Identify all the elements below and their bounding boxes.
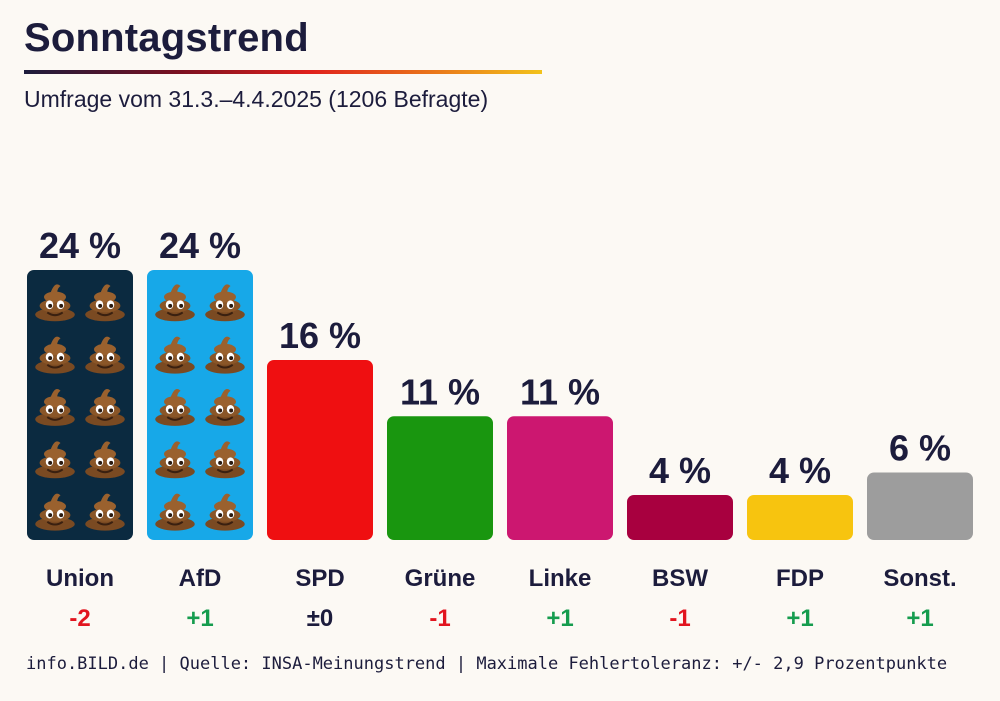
bar-group-fdp: 4 % FDP +1	[747, 450, 853, 632]
category-label-linke: Linke	[529, 565, 592, 592]
bar-grüne	[387, 416, 493, 540]
change-label-afd: +1	[186, 605, 213, 632]
value-label-linke: 11 %	[520, 371, 600, 412]
bar-spd	[267, 360, 373, 540]
value-label-bsw: 4 %	[649, 450, 711, 491]
bar-group-linke: 11 % Linke +1	[507, 371, 613, 632]
change-label-fdp: +1	[786, 605, 813, 632]
category-label-bsw: BSW	[652, 565, 708, 592]
source-note: info.BILD.de | Quelle: INSA-Meinungstren…	[26, 654, 948, 674]
value-label-spd: 16 %	[279, 315, 361, 356]
bar-group-afd: 24 % AfD +1	[147, 225, 253, 632]
bar-group-grüne: 11 % Grüne -1	[387, 371, 493, 632]
category-label-union: Union	[46, 565, 114, 592]
category-label-grüne: Grüne	[405, 565, 476, 592]
chart-title: Sonntagstrend	[24, 16, 309, 60]
bar-group-bsw: 4 % BSW -1	[627, 450, 733, 632]
value-label-fdp: 4 %	[769, 450, 831, 491]
bar-group-union: 24 % Union -2	[27, 225, 133, 632]
change-label-linke: +1	[546, 605, 573, 632]
value-label-grüne: 11 %	[400, 371, 480, 412]
change-label-sonst: +1	[906, 605, 933, 632]
change-label-grüne: -1	[429, 605, 450, 632]
bar-sonst	[867, 472, 973, 540]
change-label-bsw: -1	[669, 605, 690, 632]
bar-group-sonst: 6 % Sonst. +1	[867, 428, 973, 632]
title-underline	[24, 70, 542, 74]
bar-linke	[507, 416, 613, 540]
bar-bsw	[627, 495, 733, 540]
change-label-spd: ±0	[307, 605, 334, 632]
bar-fdp	[747, 495, 853, 540]
value-label-sonst: 6 %	[889, 428, 951, 469]
change-label-union: -2	[69, 605, 90, 632]
category-label-afd: AfD	[179, 565, 222, 592]
value-label-afd: 24 %	[159, 225, 241, 266]
category-label-spd: SPD	[295, 565, 344, 592]
category-label-fdp: FDP	[776, 565, 824, 592]
category-label-sonst: Sonst.	[883, 565, 956, 592]
chart-subtitle: Umfrage vom 31.3.–4.4.2025 (1206 Befragt…	[24, 86, 489, 112]
bar-group-spd: 16 % SPD ±0	[267, 315, 373, 632]
value-label-union: 24 %	[39, 225, 121, 266]
